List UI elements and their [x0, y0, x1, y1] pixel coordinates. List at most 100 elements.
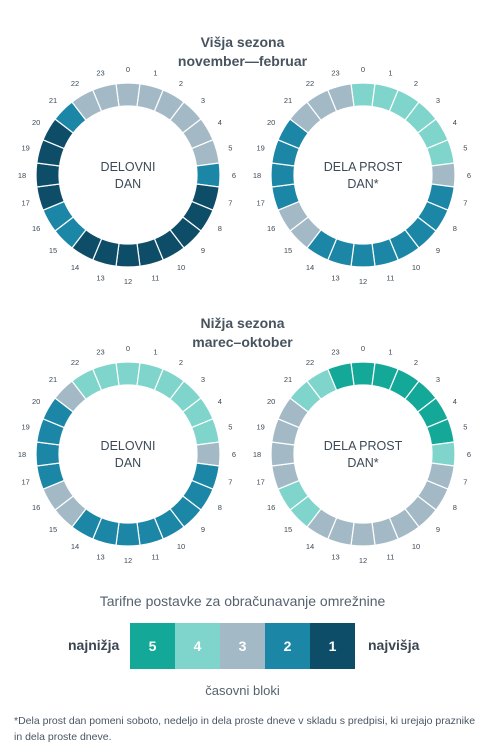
- hour-label-9: 9: [436, 525, 440, 534]
- hour-label-18: 18: [253, 450, 261, 459]
- hour-label-16: 16: [32, 224, 40, 233]
- hour-label-12: 12: [359, 556, 367, 565]
- legend-block-1: 1: [310, 623, 355, 669]
- dial-high-holiday: 0 1234567891011121314151617181920212223DE…: [253, 65, 471, 286]
- hour-label-0: 0: [361, 65, 365, 74]
- hour-segment-23: [327, 362, 355, 392]
- hour-label-18: 18: [18, 450, 26, 459]
- hour-label-9: 9: [201, 246, 205, 255]
- hour-label-14: 14: [71, 263, 79, 272]
- footnote: *Dela prost dan pomeni soboto, nedeljo i…: [14, 715, 476, 743]
- legend-low-label: najnižja: [68, 637, 120, 653]
- hour-label-22: 22: [306, 358, 314, 367]
- legend-title: Tarifne postavke za obračunavanje omrežn…: [99, 593, 386, 609]
- hour-label-22: 22: [306, 79, 314, 88]
- dial-center-label-2: DAN*: [347, 456, 378, 470]
- hour-segment-23: [327, 83, 355, 113]
- hour-label-2: 2: [179, 79, 183, 88]
- legend-caption: časovni bloki: [205, 683, 280, 698]
- dial-center-label-1: DELOVNI: [101, 160, 156, 174]
- hour-segment-0: [115, 82, 141, 108]
- hour-label-21: 21: [284, 375, 292, 384]
- legend-block-3: 3: [220, 623, 265, 669]
- hour-label-17: 17: [21, 198, 29, 207]
- hour-label-18: 18: [253, 171, 261, 180]
- season-high-period: november—februar: [177, 53, 308, 69]
- hour-label-20: 20: [267, 118, 275, 127]
- hour-label-0: 0: [126, 65, 130, 74]
- hour-label-2: 2: [414, 79, 418, 88]
- hour-label-14: 14: [306, 542, 314, 551]
- season-low-name: Nižja sezona: [200, 315, 285, 331]
- season-high-name: Višja sezona: [200, 34, 285, 50]
- hour-label-1: 1: [388, 348, 392, 357]
- hour-label-12: 12: [124, 556, 132, 565]
- hour-label-4: 4: [218, 118, 222, 127]
- hour-label-8: 8: [218, 224, 222, 233]
- hour-label-10: 10: [412, 263, 420, 272]
- hour-segment-23: [92, 83, 120, 113]
- dial-center-label-1: DELA PROST: [324, 160, 403, 174]
- hour-segment-23: [92, 362, 120, 392]
- hour-label-6: 6: [232, 171, 236, 180]
- dial-center-label-2: DAN: [115, 177, 141, 191]
- hour-segment-12: [350, 521, 376, 547]
- hour-label-13: 13: [331, 273, 339, 282]
- hour-label-5: 5: [463, 423, 467, 432]
- hour-segment-18: [270, 162, 296, 188]
- hour-label-5: 5: [463, 144, 467, 153]
- hour-label-2: 2: [179, 358, 183, 367]
- hour-label-11: 11: [387, 273, 395, 282]
- hour-label-4: 4: [453, 118, 457, 127]
- hour-segment-12: [115, 242, 141, 268]
- hour-label-1: 1: [388, 69, 392, 78]
- hour-label-14: 14: [306, 263, 314, 272]
- hour-label-17: 17: [256, 477, 264, 486]
- hour-label-5: 5: [228, 423, 232, 432]
- legend-block-5: 5: [130, 623, 175, 669]
- hour-label-9: 9: [436, 246, 440, 255]
- legend-high-label: najvišja: [368, 637, 420, 653]
- hour-segment-0: [350, 82, 376, 108]
- hour-label-21: 21: [284, 96, 292, 105]
- hour-label-3: 3: [436, 96, 440, 105]
- hour-segment-18: [270, 441, 296, 467]
- hour-label-3: 3: [436, 375, 440, 384]
- hour-label-19: 19: [21, 144, 29, 153]
- hour-label-19: 19: [256, 144, 264, 153]
- hour-label-13: 13: [96, 552, 104, 561]
- hour-label-18: 18: [18, 171, 26, 180]
- hour-label-4: 4: [453, 397, 457, 406]
- season-low-title: Nižja sezona marec–oktober: [0, 314, 485, 352]
- hour-segment-18: [35, 441, 61, 467]
- legend-block-4: 4: [175, 623, 220, 669]
- hour-segment-0: [115, 361, 141, 387]
- hour-label-16: 16: [32, 503, 40, 512]
- legend-boxes: 5 4 3 2 1: [130, 623, 355, 669]
- hour-label-5: 5: [228, 144, 232, 153]
- hour-label-3: 3: [201, 375, 205, 384]
- hour-label-14: 14: [71, 542, 79, 551]
- hour-label-21: 21: [49, 96, 57, 105]
- hour-label-8: 8: [453, 224, 457, 233]
- hour-label-12: 12: [359, 277, 367, 286]
- hour-label-10: 10: [177, 263, 185, 272]
- hour-label-7: 7: [463, 198, 467, 207]
- hour-label-11: 11: [387, 552, 395, 561]
- hour-label-4: 4: [218, 397, 222, 406]
- dial-center-label-1: DELA PROST: [324, 439, 403, 453]
- hour-label-0: 0: [126, 344, 130, 353]
- hour-label-20: 20: [32, 118, 40, 127]
- hour-label-1: 1: [153, 69, 157, 78]
- hour-label-23: 23: [96, 348, 104, 357]
- dial-low-holiday: 0 1234567891011121314151617181920212223DE…: [253, 344, 471, 565]
- season-high-title: Višja sezona november—februar: [0, 33, 485, 71]
- dial-high-workday: 0 1234567891011121314151617181920212223DE…: [18, 65, 236, 286]
- hour-label-16: 16: [267, 503, 275, 512]
- hour-label-8: 8: [453, 503, 457, 512]
- hour-segment-12: [115, 521, 141, 547]
- hour-label-23: 23: [331, 348, 339, 357]
- hour-label-20: 20: [32, 397, 40, 406]
- hour-label-2: 2: [414, 358, 418, 367]
- hour-label-1: 1: [153, 348, 157, 357]
